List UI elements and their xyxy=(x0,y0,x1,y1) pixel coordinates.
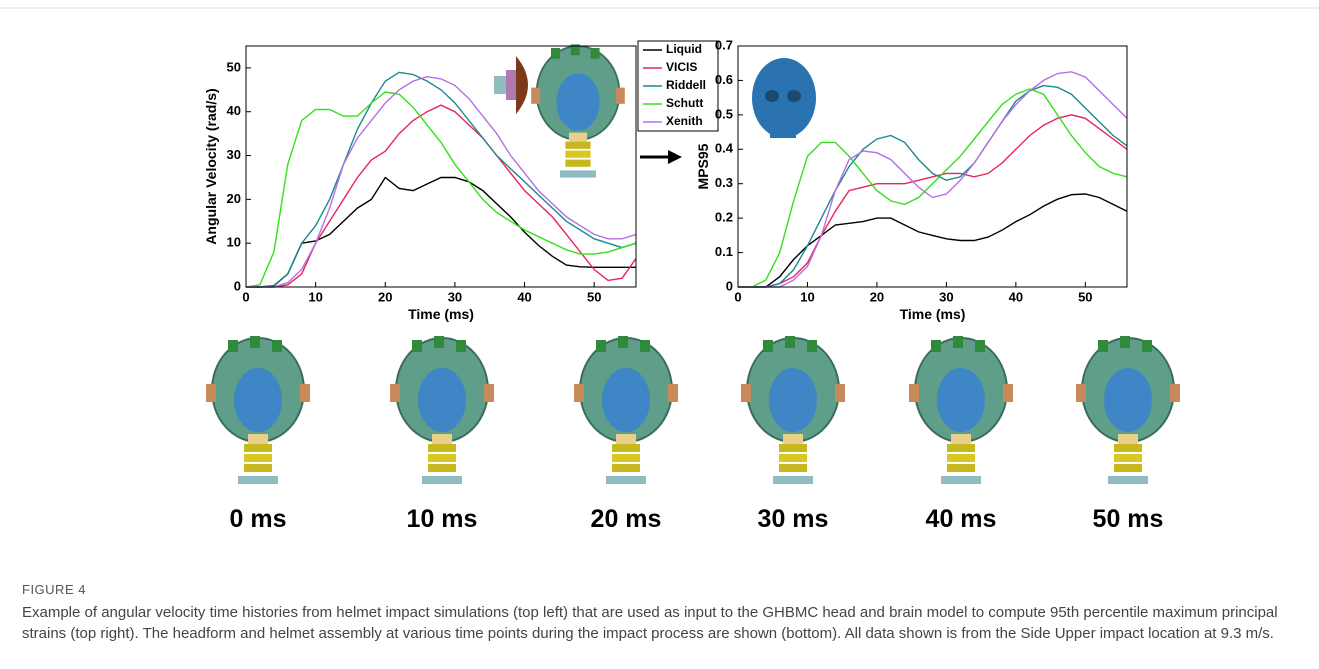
x-tick-label: 20 xyxy=(870,289,884,304)
x-axis-label: Time (ms) xyxy=(408,306,474,322)
legend-label: Liquid xyxy=(666,42,702,56)
y-tick-label: 10 xyxy=(227,235,241,250)
legend-label: Xenith xyxy=(666,114,703,128)
y-tick-label: 50 xyxy=(227,59,241,74)
frame-label: 30 ms xyxy=(758,505,829,533)
legend-label: Riddell xyxy=(666,78,706,92)
y-tick-label: 0.3 xyxy=(715,175,733,190)
chart: 0 10 20 30 40 50 0 10 20 30 40 50 Time (ms) Angular V… xyxy=(203,45,637,322)
y-tick-label: 0.7 xyxy=(715,37,733,52)
arrow xyxy=(640,150,682,164)
y-tick-label: 0 xyxy=(726,278,733,293)
x-tick-label: 0 xyxy=(734,289,741,304)
helmet-frames xyxy=(205,335,1181,485)
y-tick-label: 40 xyxy=(227,103,241,118)
impactor-icon xyxy=(494,43,626,179)
legend: Liquid VICIS Riddell Schutt Xenith xyxy=(637,40,719,132)
figure-label: FIGURE 4 xyxy=(22,582,86,597)
y-tick-label: 20 xyxy=(227,191,241,206)
x-tick-label: 10 xyxy=(800,289,814,304)
x-tick-label: 50 xyxy=(587,289,601,304)
frame-label: 50 ms xyxy=(1093,505,1164,533)
legend-label: Schutt xyxy=(666,96,703,110)
frame-label: 40 ms xyxy=(926,505,997,533)
legend-label: VICIS xyxy=(666,60,697,74)
frame-label: 0 ms xyxy=(230,505,287,533)
y-axis-label: Angular Velocity (rad/s) xyxy=(203,88,219,244)
y-tick-label: 0.1 xyxy=(715,244,733,259)
y-tick-label: 0.4 xyxy=(715,141,734,156)
data-line xyxy=(738,84,1128,288)
x-tick-label: 40 xyxy=(517,289,531,304)
data-line xyxy=(738,114,1128,288)
caption: Example of angular velocity time histori… xyxy=(22,604,1278,642)
x-axis-label: Time (ms) xyxy=(900,306,966,322)
y-tick-label: 0.5 xyxy=(715,106,733,121)
x-tick-label: 0 xyxy=(242,289,249,304)
data-line xyxy=(246,75,637,288)
x-tick-label: 50 xyxy=(1078,289,1092,304)
frame-label: 10 ms xyxy=(407,505,478,533)
x-tick-label: 10 xyxy=(308,289,322,304)
chart: 0 0.1 0.2 0.3 0.4 0.5 0.6 0.7 0 10 20 30 40 50 Time (m… xyxy=(695,37,1128,322)
x-tick-label: 20 xyxy=(378,289,392,304)
figure-graphics: Liquid VICIS Riddell Schutt Xenith 0 10 20 30 40… xyxy=(0,7,1319,533)
y-tick-label: 0 xyxy=(234,278,241,293)
plot-frame xyxy=(737,45,1128,288)
data-line xyxy=(738,71,1128,288)
data-line xyxy=(738,193,1128,288)
x-tick-label: 40 xyxy=(1009,289,1023,304)
y-tick-label: 0.2 xyxy=(715,210,733,225)
y-tick-label: 30 xyxy=(227,147,241,162)
frame-label: 20 ms xyxy=(591,505,662,533)
data-line xyxy=(246,176,636,288)
skull-icon xyxy=(752,58,816,138)
data-line xyxy=(245,91,637,288)
data-line xyxy=(246,71,637,288)
plot-frame xyxy=(245,45,637,288)
data-line xyxy=(738,88,1128,288)
y-axis-label: MPS95 xyxy=(695,143,711,189)
x-tick-label: 30 xyxy=(448,289,462,304)
x-tick-label: 30 xyxy=(939,289,953,304)
y-tick-label: 0.6 xyxy=(715,72,733,87)
